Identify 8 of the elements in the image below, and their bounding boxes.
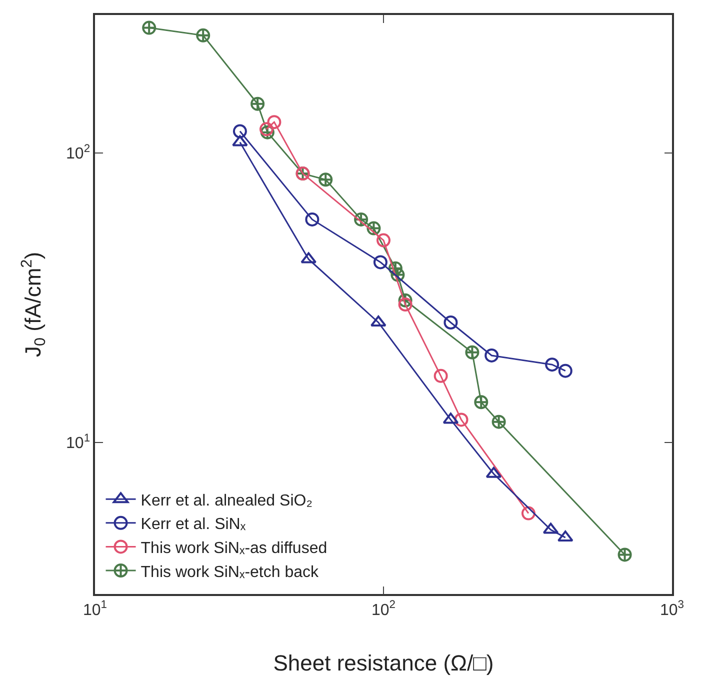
x-tick-label: 10$^{2}$: [371, 599, 396, 619]
legend-label: Kerr et al. SiNₓ: [140, 516, 246, 534]
legend-label: Kerr et al. alnealed SiO₂: [140, 492, 312, 510]
x-axis-title: Sheet resistance (Ω/□): [273, 650, 494, 676]
x-tick-label: 10$^{1}$: [82, 599, 108, 619]
legend-label: This work SiNₓ-as diffused: [140, 540, 328, 557]
x-tick-label: 10$^{3}$: [660, 599, 684, 619]
legend-label: This work SiNₓ-etch back: [140, 564, 320, 581]
